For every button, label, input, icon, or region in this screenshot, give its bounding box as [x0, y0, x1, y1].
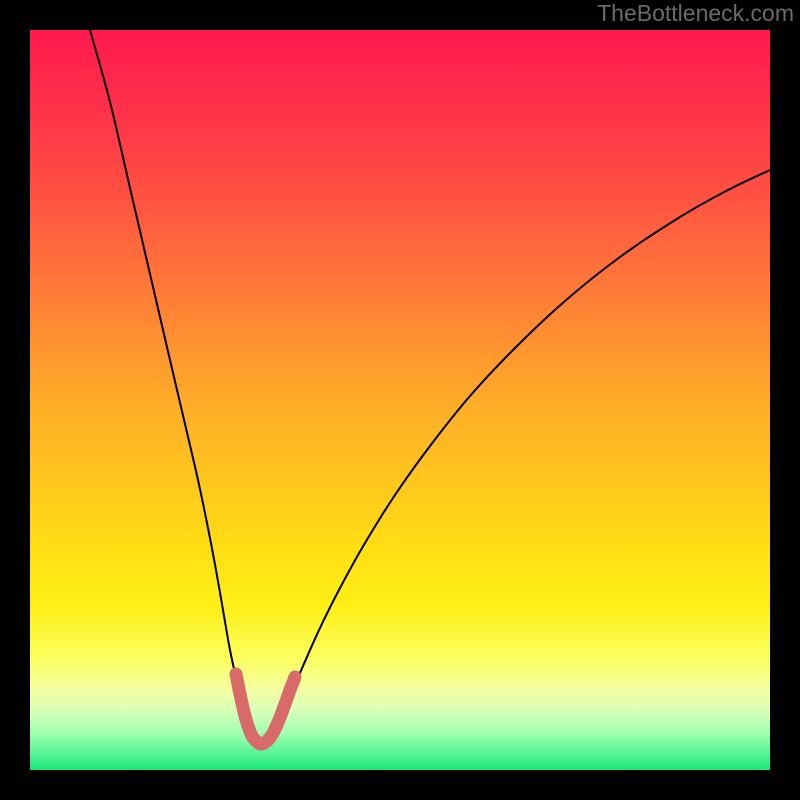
plot-area — [30, 30, 770, 770]
dip-marker — [236, 674, 295, 744]
curve-overlay — [30, 30, 770, 770]
watermark-text: TheBottleneck.com — [597, 0, 800, 27]
chart-container: TheBottleneck.com — [0, 0, 800, 800]
bottleneck-curve — [90, 30, 770, 742]
